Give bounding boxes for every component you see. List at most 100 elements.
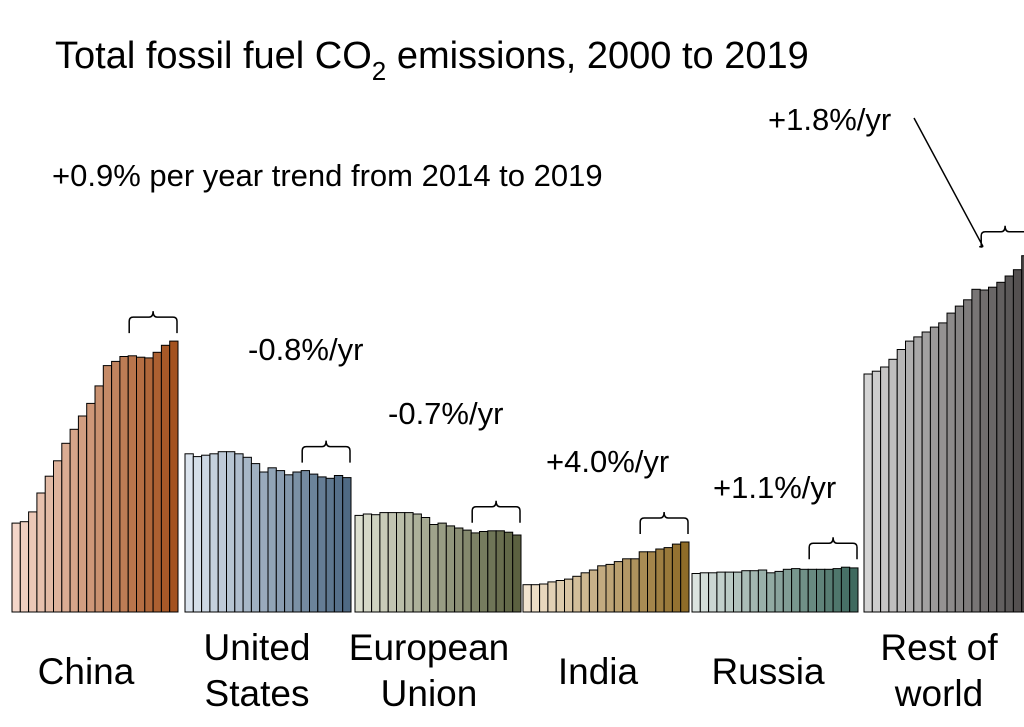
bar-european-union-2013 [462, 529, 472, 613]
bar-russia-2005 [733, 571, 743, 613]
bar-india-2013 [630, 558, 640, 613]
labels-layer: +0.9% per year trend from 2014 to 2019 Ch… [38, 102, 999, 714]
bar-rest-of-world-2001 [871, 370, 882, 613]
bar-india-2017 [663, 547, 673, 613]
category-label-china: China [38, 651, 135, 692]
bar-european-union-2006 [404, 512, 414, 613]
trend-label-china: +0.9% per year trend from 2014 to 2019 [52, 158, 603, 193]
bar-rest-of-world-2007 [921, 331, 931, 613]
bar-european-union-2000 [354, 514, 364, 613]
bar-rest-of-world-2016 [996, 281, 1006, 613]
bar-russia-2012 [791, 568, 801, 613]
bar-united-states-2001 [192, 456, 203, 613]
bar-russia-2017 [832, 568, 842, 613]
bar-united-states-2015 [309, 473, 319, 613]
bar-russia-2016 [824, 568, 834, 613]
bar-united-states-2008 [250, 463, 261, 613]
bar-european-union-2002 [371, 514, 381, 613]
bar-european-union-2004 [387, 512, 398, 613]
bar-china-2009 [86, 402, 96, 613]
bar-india-2009 [597, 565, 607, 613]
bar-india-2012 [622, 558, 632, 613]
bar-russia-2006 [741, 570, 751, 613]
bar-rest-of-world-2005 [905, 340, 915, 613]
bar-european-union-2014 [470, 532, 481, 613]
bar-russia-2011 [782, 568, 793, 613]
bar-china-2003 [36, 492, 46, 613]
bar-european-union-2017 [495, 530, 505, 613]
bar-russia-2013 [799, 568, 809, 613]
category-label-india: India [558, 651, 639, 692]
bar-united-states-2010 [267, 467, 277, 613]
bar-china-2006 [61, 442, 71, 613]
category-label-european-union-line-1: European [349, 627, 509, 668]
bar-united-states-2019 [342, 477, 352, 613]
bar-united-states-2017 [325, 477, 335, 613]
bar-russia-2007 [749, 570, 759, 613]
trend-bracket-russia [808, 537, 858, 560]
bar-rest-of-world-2003 [888, 358, 898, 613]
bar-european-union-2005 [396, 512, 406, 613]
bar-russia-2015 [816, 568, 826, 613]
chart-title-subscript: 2 [372, 56, 386, 86]
bar-european-union-2019 [512, 534, 522, 613]
bar-rest-of-world-2006 [913, 336, 923, 613]
trend-label-rest-of-world: +1.8%/yr [768, 102, 891, 137]
bar-china-2010 [94, 385, 104, 613]
bar-china-2018 [160, 344, 171, 613]
bar-china-2019 [169, 340, 179, 613]
trend-bracket-india [639, 511, 689, 534]
bar-china-2013 [119, 356, 129, 613]
bar-india-2015 [647, 551, 657, 613]
bar-united-states-2007 [242, 456, 252, 613]
bar-rest-of-world-2004 [896, 349, 907, 613]
bar-united-states-2014 [300, 470, 311, 613]
bar-european-union-2018 [503, 531, 514, 613]
bar-rest-of-world-2013 [971, 288, 981, 613]
bar-rest-of-world-2009 [938, 322, 948, 613]
bar-china-2015 [136, 356, 146, 613]
bar-india-2004 [555, 580, 566, 613]
bar-russia-2019 [849, 567, 859, 613]
bar-china-2012 [111, 360, 121, 613]
bar-rest-of-world-2008 [929, 326, 940, 613]
bar-russia-2008 [757, 569, 768, 613]
bar-india-2011 [613, 561, 624, 613]
trend-bracket-united-states [301, 440, 351, 463]
bar-china-2007 [69, 428, 79, 613]
bar-china-2017 [152, 351, 162, 613]
bar-india-2016 [655, 548, 665, 613]
category-label-rest-of-world-line-2: world [894, 673, 983, 714]
chart-title-suffix: emissions, 2000 to 2019 [386, 35, 809, 77]
bar-united-states-2000 [184, 453, 194, 613]
bar-rest-of-world-2017 [1004, 275, 1014, 613]
bar-united-states-2018 [333, 475, 344, 613]
trend-bracket-china [128, 311, 178, 334]
bar-china-2008 [77, 415, 88, 613]
bar-china-2014 [127, 355, 137, 613]
bar-china-2016 [144, 357, 154, 613]
bar-european-union-2015 [479, 531, 489, 613]
bar-united-states-2012 [284, 474, 294, 613]
trend-leader-line-rest-of-world [913, 117, 984, 248]
bar-rest-of-world-2000 [863, 373, 873, 613]
bar-european-union-2008 [420, 517, 431, 613]
bar-china-2004 [44, 475, 55, 613]
category-label-european-union-line-2: Union [381, 673, 478, 714]
bar-united-states-2006 [234, 453, 244, 613]
chart-title: Total fossil fuel CO2 emissions, 2000 to… [55, 35, 809, 86]
bar-india-2008 [588, 569, 599, 613]
bar-russia-2001 [699, 572, 710, 613]
bar-india-2001 [530, 584, 541, 613]
trend-label-india: +4.0%/yr [546, 444, 669, 479]
bar-russia-2009 [766, 572, 776, 613]
bar-india-2000 [522, 584, 532, 613]
trend-bracket-rest-of-world [980, 225, 1024, 248]
bar-united-states-2011 [275, 470, 286, 613]
bar-india-2018 [671, 543, 682, 613]
bar-united-states-2009 [259, 471, 269, 613]
bar-united-states-2016 [317, 476, 327, 613]
bar-united-states-2003 [209, 453, 219, 613]
bar-russia-2000 [691, 573, 701, 613]
